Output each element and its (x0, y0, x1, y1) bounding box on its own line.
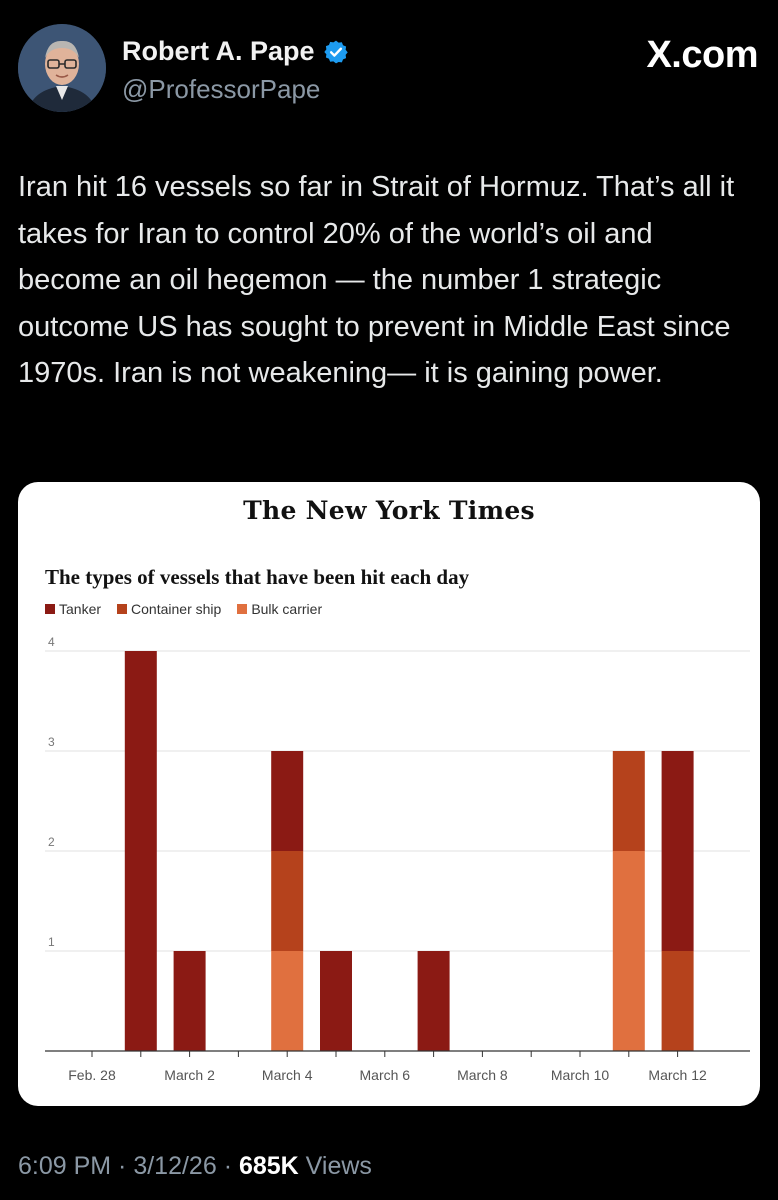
x-tick-label-10: March 10 (551, 1067, 610, 1083)
avatar-portrait-icon (18, 24, 106, 112)
legend-item-tanker: Tanker (45, 601, 101, 617)
x-tick-label-2: March 2 (164, 1067, 215, 1083)
footer-separator: · (111, 1152, 134, 1180)
x-tick-label-4: March 4 (262, 1067, 313, 1083)
bar-container-ship-11 (612, 751, 645, 851)
legend-swatch-tanker (45, 604, 55, 614)
author-name-text: Robert A. Pape (122, 36, 315, 66)
bar-bulk-carrier-11 (612, 851, 645, 1051)
legend-label-tanker: Tanker (59, 601, 102, 617)
footer-separator-2: · (216, 1152, 239, 1180)
site-logo[interactable]: X.com (646, 34, 758, 76)
y-tick-label-4: 4 (48, 635, 55, 649)
chart-legend: Tanker Container ship Bulk carrier (45, 601, 322, 617)
views-label: Views (298, 1152, 372, 1180)
stacked-bar-chart: 1 2 3 4 Feb. 28 March 2 March 4 March 6 March 8 M… (45, 635, 750, 1083)
chart-image-card[interactable]: The New York Times The types of vessels … (18, 482, 760, 1106)
tweet-text: Iran hit 16 vessels so far in Strait of … (18, 171, 735, 389)
bar-tanker-1 (124, 651, 157, 1051)
avatar[interactable] (18, 24, 106, 112)
verified-badge-icon (323, 40, 348, 63)
author-handle[interactable]: @ProfessorPape (122, 74, 321, 104)
bar-container-ship-12 (661, 951, 694, 1051)
bar-tanker-2 (173, 951, 206, 1051)
author-name[interactable]: Robert A. Pape (122, 36, 349, 67)
legend-swatch-bulk-carrier (237, 604, 248, 614)
x-tick-label-6: March 6 (360, 1067, 411, 1083)
tweet-time[interactable]: 6:09 PM (18, 1152, 112, 1180)
legend-label-container-ship: Container ship (131, 601, 222, 617)
tweet-date[interactable]: 3/12/26 (133, 1152, 217, 1180)
legend-item-bulk-carrier: Bulk carrier (237, 601, 322, 617)
x-tick-label-12: March 12 (648, 1067, 707, 1083)
bar-tanker-5 (320, 951, 352, 1051)
legend-item-container-ship: Container ship (117, 601, 221, 617)
y-tick-label-2: 2 (48, 835, 55, 849)
y-tick-label-3: 3 (48, 735, 55, 749)
tweet-footer: 6:09 PM · 3/12/26 · 685K Views (18, 1152, 372, 1181)
tweet-header: Robert A. Pape @ProfessorPape X.com (18, 24, 760, 114)
y-tick-label-1: 1 (48, 935, 55, 949)
legend-swatch-container-ship (117, 604, 128, 614)
chart-title: The types of vessels that have been hit … (45, 565, 470, 589)
bar-tanker-12 (661, 751, 694, 951)
bar-container-ship-4 (271, 851, 304, 951)
x-tick-label-8: March 8 (457, 1067, 508, 1083)
bar-tanker-4 (271, 751, 304, 851)
bar-bulk-carrier-4 (271, 951, 304, 1051)
nyt-masthead: The New York Times (243, 496, 535, 525)
views-count[interactable]: 685K (238, 1152, 299, 1180)
bar-tanker-7 (417, 951, 450, 1051)
legend-label-bulk-carrier: Bulk carrier (251, 601, 323, 617)
x-tick-label-0: Feb. 28 (68, 1067, 116, 1083)
